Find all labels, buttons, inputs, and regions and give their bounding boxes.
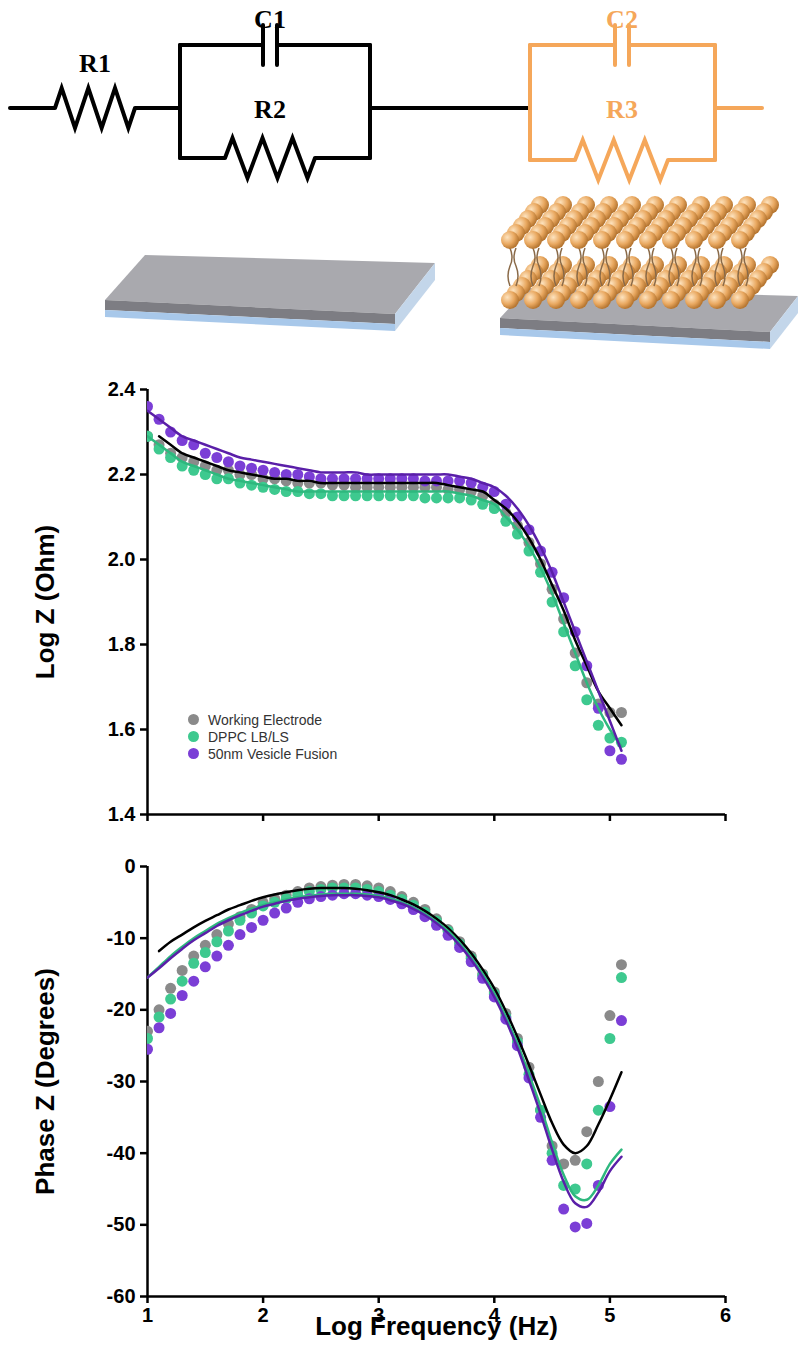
- html-text:DPPC LB/LS: DPPC LB/LS: [208, 728, 289, 745]
- html-text:Working Electrode: Working Electrode: [208, 711, 323, 728]
- svg-text:C1: C1: [254, 5, 286, 34]
- html-text:50nm Vesicle Fusion: 50nm Vesicle Fusion: [208, 745, 338, 762]
- svg-text:-20: -20: [107, 998, 136, 1020]
- svg-text:1: 1: [142, 1304, 153, 1326]
- svg-text:Phase Z (Degrees): Phase Z (Degrees): [30, 968, 60, 1195]
- svg-text:5: 5: [604, 1304, 615, 1326]
- svg-text:2.0: 2.0: [108, 548, 136, 570]
- svg-text:Log Z (Ohm): Log Z (Ohm): [30, 525, 60, 680]
- svg-text:C2: C2: [606, 5, 638, 34]
- svg-text:1.8: 1.8: [108, 633, 136, 655]
- svg-text:-50: -50: [107, 1213, 136, 1235]
- svg-text:-30: -30: [107, 1070, 136, 1092]
- svg-text:-60: -60: [107, 1285, 136, 1307]
- svg-text:Log Frequency (Hz): Log Frequency (Hz): [315, 1311, 558, 1341]
- svg-text:R3: R3: [606, 95, 638, 124]
- svg-text:0: 0: [124, 855, 135, 877]
- svg-text:R1: R1: [79, 49, 111, 78]
- svg-text:6: 6: [720, 1304, 731, 1326]
- svg-text:1.6: 1.6: [108, 718, 136, 740]
- svg-text:R2: R2: [254, 95, 286, 124]
- svg-text:-10: -10: [107, 927, 136, 949]
- svg-text:2: 2: [258, 1304, 269, 1326]
- svg-text:2.2: 2.2: [108, 463, 136, 485]
- svg-text:-40: -40: [107, 1142, 136, 1164]
- svg-text:2.4: 2.4: [108, 378, 137, 400]
- svg-text:1.4: 1.4: [108, 803, 137, 825]
